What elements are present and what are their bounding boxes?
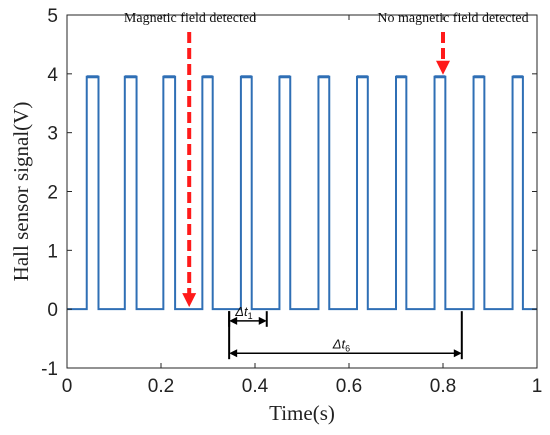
- interval-label-subscript: 6: [345, 343, 350, 353]
- y-tick-label: 3: [47, 124, 58, 145]
- x-tick-label: 0: [62, 376, 73, 397]
- annotation-arrow-head: [182, 293, 197, 308]
- x-tick-label: 1: [532, 376, 543, 397]
- interval-label: Δt6: [332, 336, 350, 353]
- y-tick-label: 1: [47, 241, 58, 262]
- signal-series-line: [67, 75, 537, 311]
- y-tick-label: 0: [47, 300, 58, 321]
- x-tick-label: 0.6: [336, 376, 362, 397]
- annotation-text: Magnetic field detected: [124, 11, 256, 26]
- interval-label: Δt1: [234, 304, 252, 321]
- x-axis-title: Time(s): [269, 401, 335, 425]
- x-tick-label: 0.8: [430, 376, 456, 397]
- y-tick-label: 4: [47, 65, 58, 86]
- plot-area: [67, 75, 537, 311]
- annotations: Magnetic field detected No magnetic field…: [124, 11, 529, 360]
- interval-label-subscript: 1: [248, 311, 253, 321]
- interval-arrow-head-right: [453, 349, 462, 358]
- x-tick-label: 0.2: [148, 376, 174, 397]
- x-tick-label: 0.4: [242, 376, 269, 397]
- y-tick-label: -1: [41, 359, 58, 380]
- interval-arrow-head-right: [258, 316, 267, 325]
- y-axis-title: Hall sensor signal(V): [9, 102, 33, 282]
- y-tick-label: 5: [47, 6, 58, 27]
- annotation-text: No magnetic field detected: [377, 11, 528, 26]
- interval-arrow-head-left: [229, 316, 238, 325]
- y-tick-label: 2: [47, 183, 58, 204]
- interval-arrow-head-left: [229, 349, 238, 358]
- interval-label-main: Δt: [332, 336, 347, 351]
- annotation-arrow-head: [436, 60, 450, 75]
- interval-label-main: Δt: [234, 304, 249, 319]
